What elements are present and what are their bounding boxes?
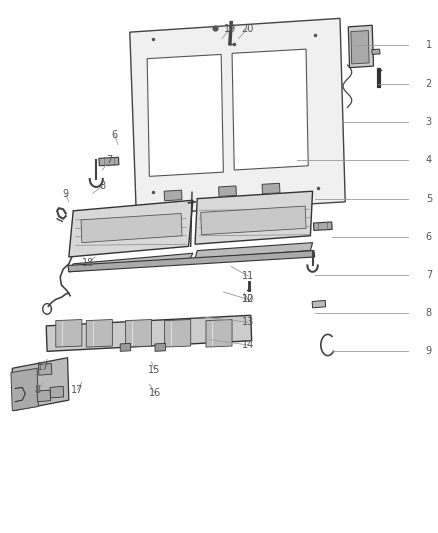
Text: 9: 9 — [63, 189, 69, 199]
Text: 6: 6 — [426, 232, 432, 242]
Text: 18: 18 — [82, 259, 95, 268]
Text: 4: 4 — [426, 156, 432, 165]
Text: 13: 13 — [242, 317, 254, 327]
Polygon shape — [12, 358, 69, 411]
Text: 10: 10 — [242, 294, 254, 304]
Polygon shape — [69, 253, 193, 272]
Text: 2: 2 — [426, 78, 432, 88]
Polygon shape — [46, 316, 252, 351]
Text: 8: 8 — [99, 181, 106, 191]
Polygon shape — [372, 49, 380, 54]
Polygon shape — [125, 319, 152, 347]
Text: 20: 20 — [241, 24, 254, 34]
Polygon shape — [130, 18, 345, 215]
Polygon shape — [86, 319, 113, 347]
Polygon shape — [11, 368, 39, 411]
Text: 8: 8 — [34, 384, 40, 394]
Polygon shape — [37, 390, 50, 402]
Polygon shape — [206, 319, 232, 347]
Text: 8: 8 — [426, 308, 432, 318]
Text: 1: 1 — [426, 40, 432, 50]
Polygon shape — [165, 319, 191, 347]
Text: 3: 3 — [426, 117, 432, 127]
Polygon shape — [164, 190, 182, 201]
Polygon shape — [195, 243, 313, 259]
Text: 16: 16 — [148, 387, 161, 398]
Polygon shape — [232, 49, 308, 170]
Polygon shape — [201, 206, 306, 235]
Polygon shape — [50, 386, 64, 398]
Polygon shape — [56, 319, 82, 347]
Polygon shape — [147, 54, 223, 176]
Polygon shape — [314, 222, 332, 230]
Polygon shape — [348, 25, 374, 68]
Polygon shape — [120, 343, 131, 351]
Polygon shape — [262, 183, 280, 194]
Text: 19: 19 — [224, 24, 236, 34]
Polygon shape — [99, 157, 119, 166]
Text: 5: 5 — [426, 193, 432, 204]
Text: 15: 15 — [148, 365, 161, 375]
Text: 7: 7 — [426, 270, 432, 280]
Polygon shape — [39, 364, 52, 375]
Text: 17: 17 — [71, 384, 84, 394]
Text: 6: 6 — [112, 130, 118, 140]
Polygon shape — [68, 251, 315, 272]
Polygon shape — [69, 200, 193, 257]
Polygon shape — [195, 191, 313, 244]
Polygon shape — [219, 186, 237, 197]
Text: 9: 9 — [426, 346, 432, 357]
Text: 12: 12 — [242, 294, 254, 304]
Text: 11: 11 — [242, 271, 254, 281]
Text: 17: 17 — [36, 362, 49, 372]
Polygon shape — [155, 343, 166, 351]
Text: 14: 14 — [242, 340, 254, 350]
Text: 7: 7 — [106, 156, 113, 165]
Polygon shape — [81, 214, 182, 243]
Polygon shape — [351, 30, 369, 64]
Polygon shape — [312, 301, 325, 308]
